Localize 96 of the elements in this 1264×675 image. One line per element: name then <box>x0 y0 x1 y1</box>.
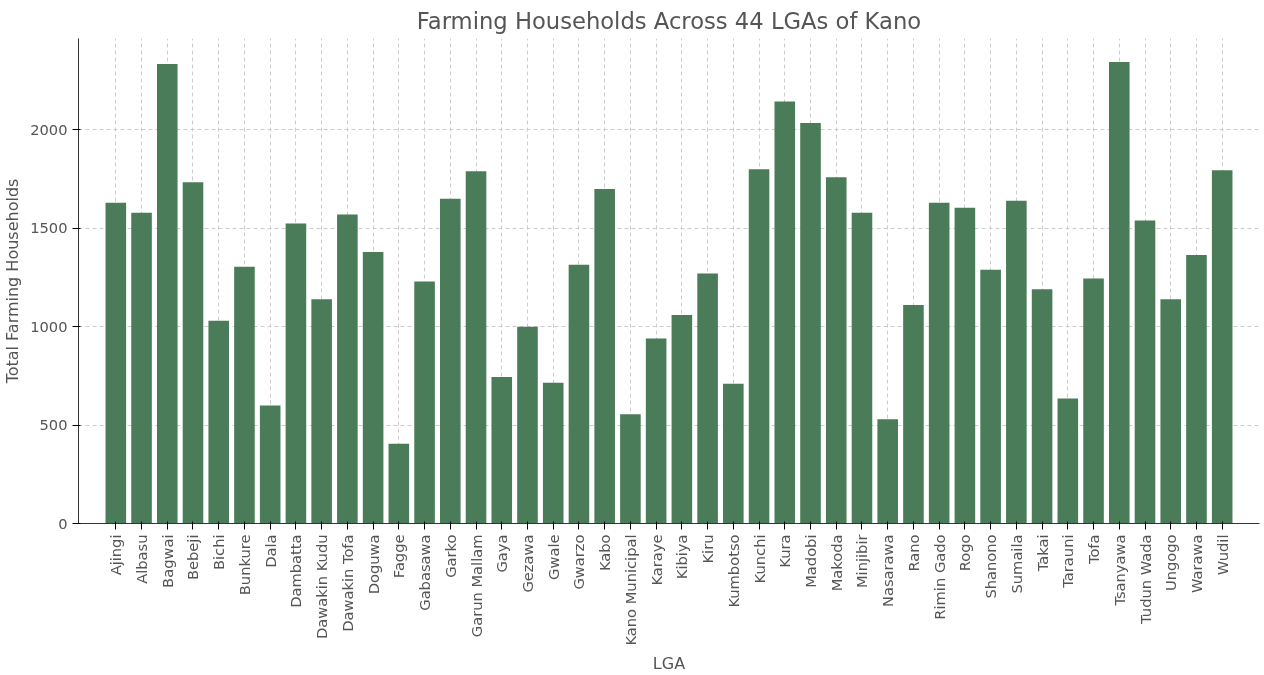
x-tick-label: Rogo <box>956 534 974 572</box>
bar <box>1160 299 1182 524</box>
bar <box>723 383 744 524</box>
bar <box>465 171 487 524</box>
bar <box>594 189 615 524</box>
x-tick-label: Rano <box>904 534 922 572</box>
y-tick-label: 1000 <box>30 317 68 335</box>
x-tick-label: Nasarawa <box>879 534 897 608</box>
bar <box>1134 220 1156 524</box>
bar <box>388 443 410 524</box>
x-tick-label: Gwale <box>544 534 562 580</box>
y-tick-label: 500 <box>39 416 68 434</box>
x-tick-label: Dawakin Kudu <box>313 534 331 639</box>
x-tick-label: Kunchi <box>750 534 768 584</box>
bar <box>131 212 152 524</box>
x-tick-label: Bichi <box>210 534 228 571</box>
bar <box>414 281 435 524</box>
x-tick-label: Albasu <box>133 534 151 584</box>
x-tick-label: Wudil <box>1213 534 1231 576</box>
bar <box>980 269 1001 524</box>
bar <box>620 414 641 524</box>
bar <box>337 214 358 524</box>
bar <box>1083 278 1104 524</box>
y-tick-label: 2000 <box>30 120 68 138</box>
x-tick-label: Dala <box>261 534 279 568</box>
x-tick-label: Gezawa <box>518 534 536 593</box>
x-tick-label: Tofa <box>1085 534 1103 566</box>
x-tick-label: Garko <box>441 534 459 578</box>
bar <box>1108 62 1130 524</box>
chart-title: Farming Households Across 44 LGAs of Kano <box>416 7 922 34</box>
x-tick-label: Kabo <box>596 534 614 572</box>
bar <box>954 207 976 524</box>
bar <box>928 202 950 524</box>
x-tick-label: Sumaila <box>1007 534 1025 594</box>
x-tick-label: Gwarzo <box>570 534 588 590</box>
bar <box>800 123 821 524</box>
y-tick-label: 0 <box>58 514 68 532</box>
x-tick-label: Tarauni <box>1059 534 1077 589</box>
bar <box>234 266 255 524</box>
bar <box>697 273 718 524</box>
x-tick-label: Fagge <box>390 534 408 579</box>
x-tick-label: Kumbotso <box>724 534 742 608</box>
x-tick-label: Doguwa <box>364 534 382 595</box>
x-axis-title: LGA <box>652 653 686 673</box>
bar <box>542 382 564 524</box>
bar <box>1006 200 1027 524</box>
bar <box>748 169 770 524</box>
x-tick-label: Kano Municipal <box>621 534 639 646</box>
bar <box>1031 289 1053 524</box>
bar <box>285 223 307 524</box>
x-tick-label: Bebeji <box>184 534 202 581</box>
bar <box>774 101 796 524</box>
bar <box>903 305 924 524</box>
bar <box>671 314 693 524</box>
x-tick-label: Kiru <box>699 534 717 564</box>
x-tick-label: Bagwai <box>158 534 176 588</box>
bar <box>825 177 847 524</box>
bar <box>1057 398 1079 524</box>
x-tick-label: Madobi <box>802 534 820 588</box>
bar <box>311 299 332 524</box>
x-tick-label: Dambatta <box>287 534 305 608</box>
x-tick-label: Tudun Wada <box>1136 534 1154 625</box>
bar <box>156 64 178 524</box>
bar <box>105 202 127 524</box>
bar <box>851 212 873 524</box>
y-axis-title: Total Farming Households <box>3 178 23 385</box>
x-tick-label: Kura <box>776 534 794 568</box>
x-tick-label: Takai <box>1033 534 1051 573</box>
bar <box>517 326 538 524</box>
x-tick-label: Gaya <box>493 534 511 573</box>
bar <box>1186 254 1207 524</box>
x-tick-label: Garun Mallam <box>467 534 485 638</box>
x-tick-label: Ungogo <box>1162 534 1180 592</box>
bar <box>208 320 230 524</box>
bar <box>362 251 384 524</box>
bar <box>568 264 590 524</box>
x-tick-label: Rimin Gado <box>930 534 948 620</box>
bar <box>440 198 461 524</box>
x-tick-label: Gabasawa <box>416 534 434 611</box>
x-tick-label: Dawakin Tofa <box>338 534 356 632</box>
x-tick-label: Warawa <box>1187 534 1205 594</box>
x-tick-label: Shanono <box>982 534 1000 599</box>
y-tick-label: 1500 <box>30 219 68 237</box>
x-tick-label: Minjibir <box>853 533 871 589</box>
x-tick-label: Makoda <box>827 534 845 592</box>
x-tick-label: Karaye <box>647 534 665 586</box>
bar <box>877 419 898 524</box>
bar <box>491 376 513 524</box>
bar <box>1211 170 1233 524</box>
x-tick-label: Kibiya <box>673 534 691 580</box>
bar <box>259 405 281 524</box>
bar <box>645 338 667 524</box>
x-tick-label: Tsanyawa <box>1110 534 1128 607</box>
bar <box>182 182 204 524</box>
x-tick-label: Ajingi <box>107 534 125 576</box>
x-tick-label: Bunkure <box>235 534 253 596</box>
